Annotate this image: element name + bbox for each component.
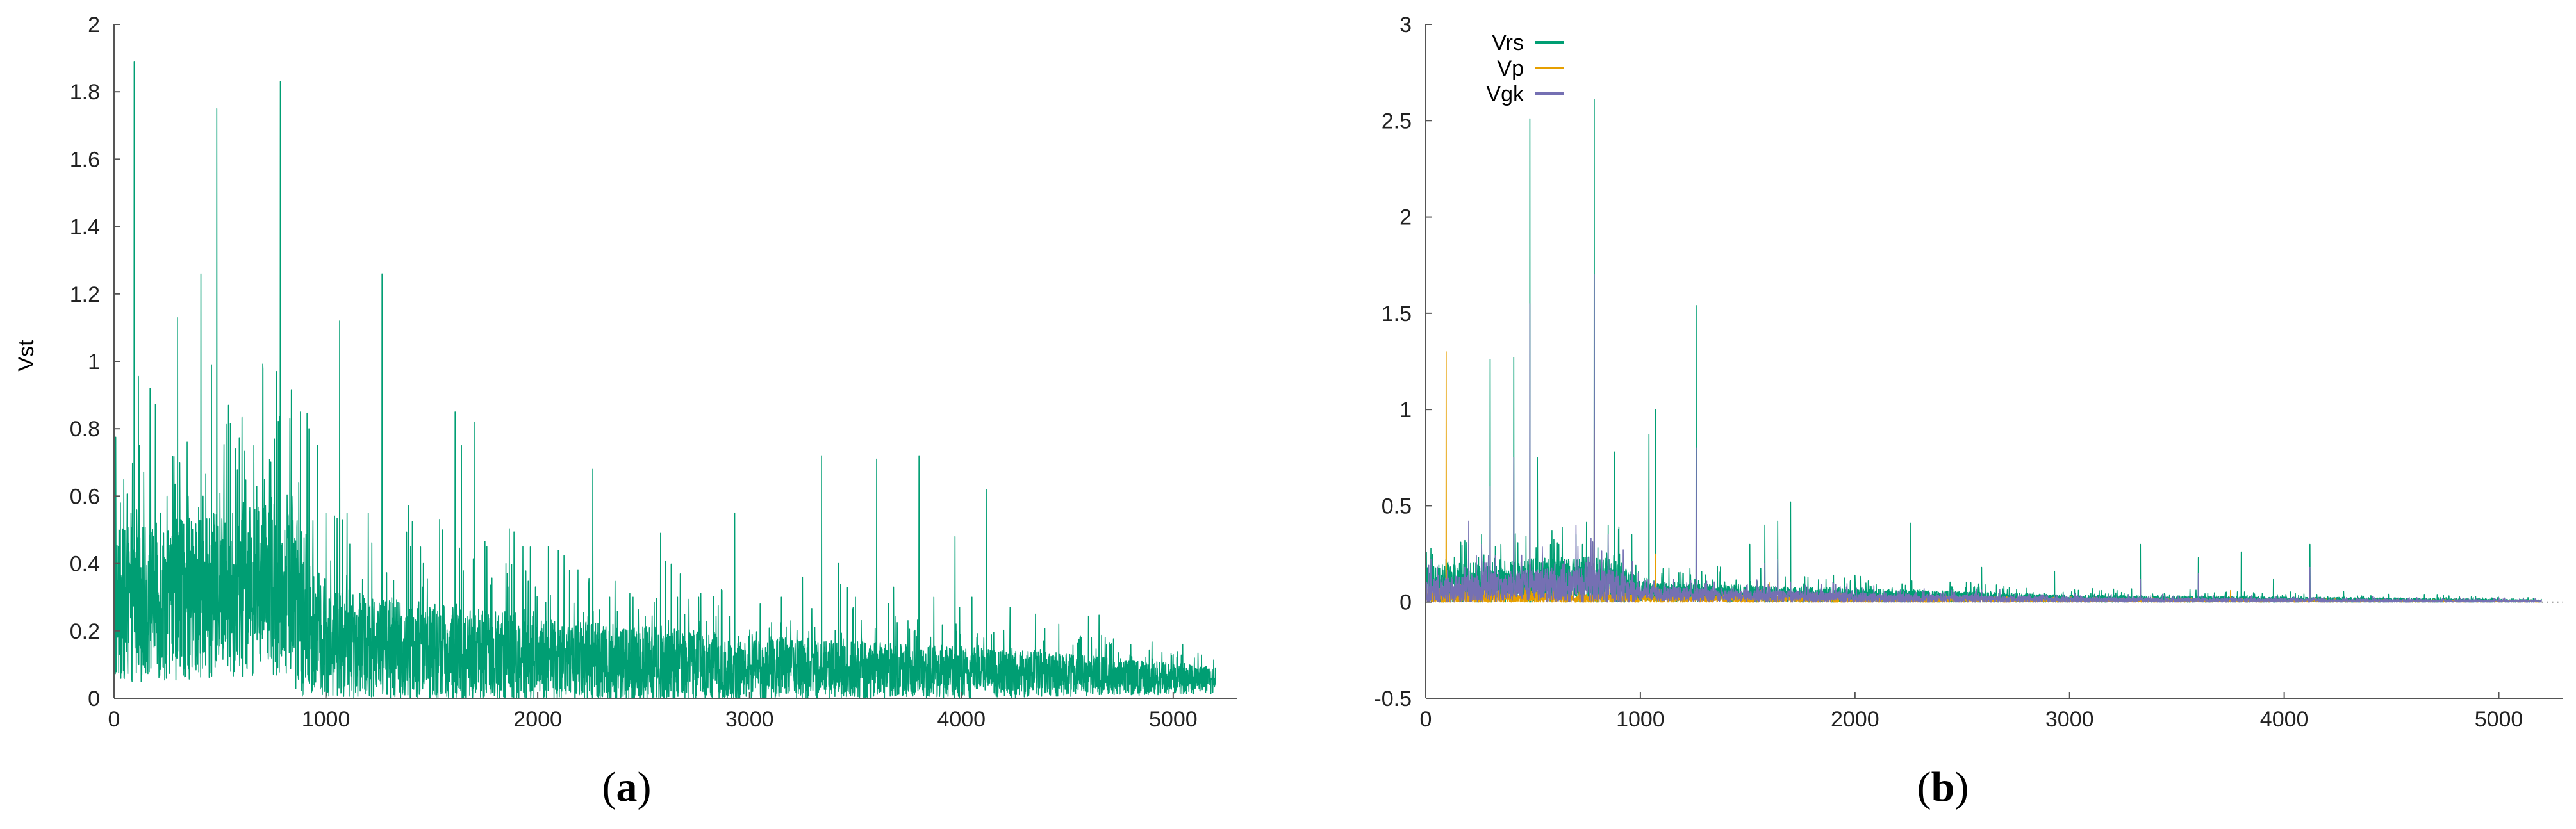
y-tick-label: 2 bbox=[1399, 206, 1412, 230]
y-tick-label: 1 bbox=[88, 350, 100, 374]
y-tick-label: 1.2 bbox=[70, 283, 100, 307]
x-tick-label: 4000 bbox=[2260, 707, 2309, 732]
series-line-vgk bbox=[1425, 274, 2542, 603]
series-line bbox=[113, 61, 1216, 699]
chart-panel-b: -0.5 0 0.5 1 1.5 2 2.5 3 0 1000 2000 3000 4000 5000 V… bbox=[1374, 13, 2563, 810]
panel-label-letter: b bbox=[1931, 764, 1955, 810]
x-tick-label: 1000 bbox=[302, 707, 351, 732]
y-tick-label: 2 bbox=[88, 13, 100, 37]
panel-label-letter: a bbox=[616, 764, 638, 810]
y-tick-label: 0.6 bbox=[70, 484, 100, 509]
x-tick-label: 0 bbox=[1420, 707, 1432, 732]
y-tick-label: 0.5 bbox=[1382, 494, 1412, 518]
y-tick-label: 0 bbox=[88, 687, 100, 711]
legend-label-vp: Vp bbox=[1497, 56, 1524, 81]
x-tick-label: 5000 bbox=[2475, 707, 2523, 732]
y-tick-label: 0.8 bbox=[70, 417, 100, 441]
y-tick-label: 1.4 bbox=[70, 215, 100, 240]
tick-labels: -0.5 0 0.5 1 1.5 2 2.5 3 0 1000 2000 3000 4000 5000 bbox=[1374, 13, 2523, 732]
y-tick-label: 1.5 bbox=[1382, 302, 1412, 326]
panel-label-close: ) bbox=[1954, 764, 1969, 810]
panel-label-open: ( bbox=[1917, 764, 1931, 810]
x-tick-label: 3000 bbox=[725, 707, 774, 732]
x-tick-label: 5000 bbox=[1149, 707, 1198, 732]
panel-label-b: (b) bbox=[1917, 764, 1969, 810]
x-tick-label: 0 bbox=[108, 707, 120, 732]
axes-frame bbox=[1425, 24, 2563, 699]
y-axis-label: Vst bbox=[14, 340, 38, 372]
panel-label-close: ) bbox=[638, 764, 652, 810]
y-tick-label: -0.5 bbox=[1374, 687, 1412, 711]
series-layer bbox=[113, 61, 1216, 699]
y-tick-label: 2.5 bbox=[1382, 109, 1412, 133]
y-tick-label: 0 bbox=[1399, 591, 1412, 615]
axes-frame bbox=[113, 24, 1237, 699]
legend-label-vrs: Vrs bbox=[1492, 31, 1524, 55]
panel-label-a: (a) bbox=[602, 764, 652, 810]
tick-labels: 0 0.2 0.4 0.6 0.8 1 1.2 1.4 1.6 1.8 2 0 1000 2000 3000… bbox=[70, 13, 1198, 732]
y-tick-label: 0.2 bbox=[70, 620, 100, 644]
y-tick-label: 1 bbox=[1399, 398, 1412, 422]
series-layer bbox=[1425, 99, 2542, 603]
x-tick-label: 2000 bbox=[1831, 707, 1879, 732]
y-tick-label: 1.6 bbox=[70, 147, 100, 172]
x-tick-label: 1000 bbox=[1616, 707, 1665, 732]
x-tick-label: 4000 bbox=[937, 707, 986, 732]
panel-label-open: ( bbox=[602, 764, 616, 810]
legend-label-vgk: Vgk bbox=[1486, 82, 1524, 106]
y-tick-label: 0.4 bbox=[70, 552, 100, 577]
y-tick-label: 1.8 bbox=[70, 80, 100, 104]
x-tick-label: 3000 bbox=[2045, 707, 2094, 732]
chart-panel-a: Vst 0 0.2 0.4 0.6 0.8 1 1.2 1.4 1.6 1.8 2 0 1000 2000… bbox=[14, 13, 1237, 810]
x-tick-label: 2000 bbox=[513, 707, 562, 732]
y-tick-label: 3 bbox=[1399, 13, 1412, 37]
legend: Vrs Vp Vgk bbox=[1486, 31, 1564, 106]
